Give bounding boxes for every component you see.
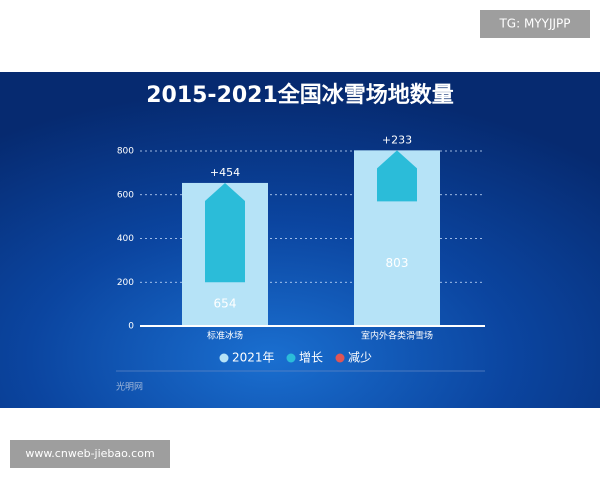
chart-title: 2015-2021全国冰雪场地数量 bbox=[146, 82, 454, 108]
y-tick-label: 600 bbox=[117, 190, 134, 200]
x-tick-label: 室内外各类滑雪场 bbox=[361, 330, 433, 342]
value-label: +233 bbox=[382, 133, 412, 146]
increase-arrow bbox=[205, 182, 245, 283]
value-label: 803 bbox=[386, 256, 409, 270]
value-label: 654 bbox=[214, 297, 237, 311]
legend-label: 2021年 bbox=[232, 351, 275, 365]
watermark-box bbox=[480, 10, 590, 38]
y-tick-label: 200 bbox=[117, 278, 134, 288]
y-tick-label: 400 bbox=[117, 234, 134, 244]
x-tick-label: 标准冰场 bbox=[207, 330, 243, 342]
value-label: +454 bbox=[210, 166, 240, 179]
increase-arrow bbox=[377, 150, 417, 202]
legend-swatch bbox=[219, 353, 229, 363]
legend-label: 减少 bbox=[348, 351, 372, 365]
legend-swatch bbox=[335, 353, 345, 363]
watermark-box bbox=[10, 440, 170, 468]
legend-label: 增长 bbox=[299, 351, 323, 365]
legend-swatch bbox=[286, 353, 296, 363]
watermark: www.cnweb-jiebao.com bbox=[25, 447, 154, 460]
source: 光明网 bbox=[116, 381, 143, 393]
y-tick-label: 0 bbox=[128, 322, 134, 332]
y-tick-label: 800 bbox=[117, 147, 134, 157]
watermark: TG: MYYJJPP bbox=[498, 17, 570, 31]
background bbox=[0, 72, 600, 408]
